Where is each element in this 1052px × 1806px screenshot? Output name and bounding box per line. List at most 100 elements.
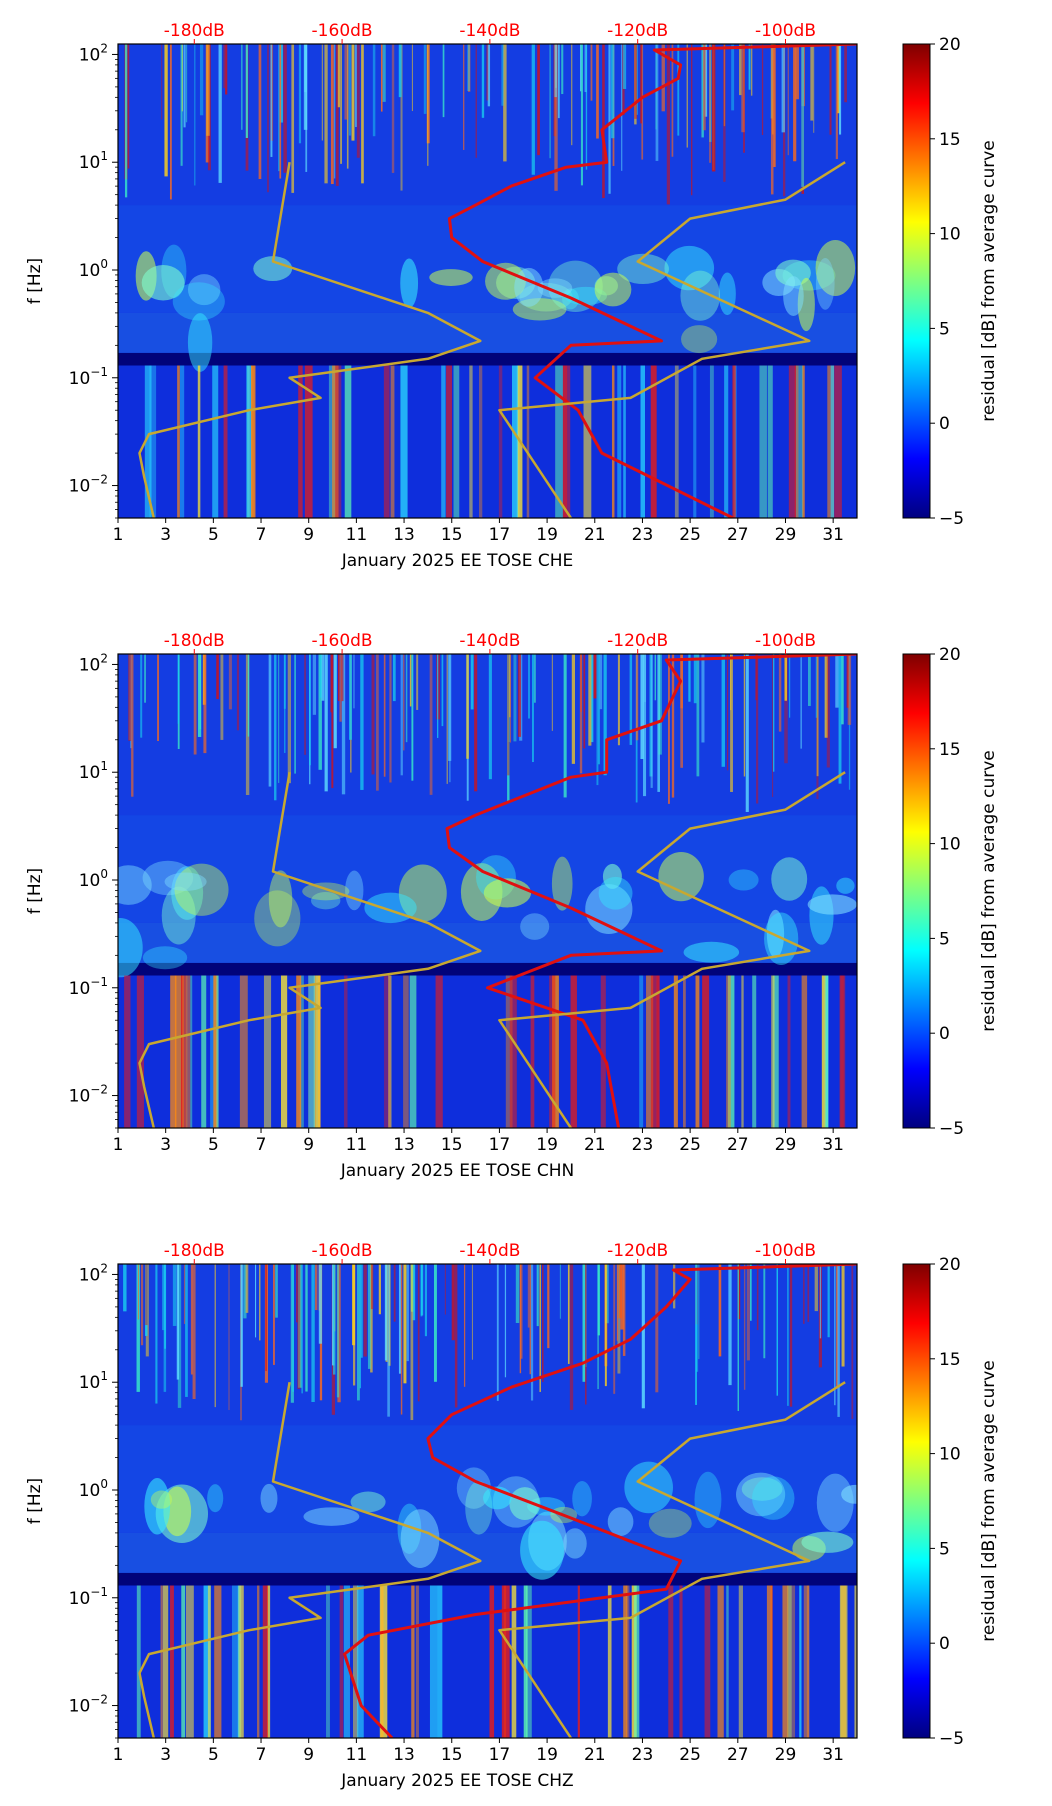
spectral-streak xyxy=(509,654,511,718)
spectral-bar xyxy=(177,365,180,518)
colorbar-tick-label: 15 xyxy=(939,740,961,760)
spectral-streak xyxy=(746,1264,750,1361)
spectral-bar xyxy=(478,365,483,518)
spectral-streak xyxy=(466,654,469,759)
spectral-bar xyxy=(184,975,191,1128)
spectral-bar xyxy=(263,975,272,1128)
spectral-streak xyxy=(318,1264,322,1344)
spectral-streak xyxy=(406,1264,409,1362)
spectral-bar xyxy=(179,365,185,518)
spectral-streak xyxy=(658,654,662,755)
spectral-streak xyxy=(319,654,322,698)
x-tick-label: 1 xyxy=(113,1135,124,1155)
spectral-streak xyxy=(579,654,583,774)
colorbar-tick-label: 5 xyxy=(939,1539,950,1559)
spectral-streak xyxy=(622,1264,626,1356)
spectral-blob xyxy=(801,1531,854,1553)
spectral-streak xyxy=(585,44,588,170)
y-tick-label: 102 xyxy=(79,1261,108,1285)
y-tick-exponent: −2 xyxy=(90,1693,108,1707)
spectral-streak xyxy=(617,654,620,746)
spectral-blob xyxy=(509,1487,541,1521)
spectral-streak xyxy=(265,1264,267,1372)
spectral-bar xyxy=(623,1585,628,1738)
spectral-streak xyxy=(339,654,342,722)
y-tick-base: 10 xyxy=(79,1481,101,1501)
spectral-streak xyxy=(291,44,295,193)
y-tick-exponent: 1 xyxy=(100,149,108,163)
spectral-blob xyxy=(429,269,473,286)
spectral-streak xyxy=(743,654,746,777)
spectral-streak xyxy=(298,44,302,144)
spectral-bar xyxy=(567,365,571,518)
spectral-bar xyxy=(646,975,654,1128)
axes-frame xyxy=(117,653,858,1129)
top-axis-label: -180dB xyxy=(164,21,225,41)
x-tick-label: 31 xyxy=(822,1135,844,1155)
spectral-band xyxy=(118,1572,857,1586)
x-tick-label: 19 xyxy=(536,525,558,545)
spectral-bar xyxy=(839,975,844,1128)
colorbar-tick-label: 0 xyxy=(939,414,950,434)
y-tick-exponent: −2 xyxy=(90,1083,108,1097)
spectral-bar xyxy=(821,975,829,1128)
spectral-streak xyxy=(330,44,334,185)
model-curve xyxy=(138,771,846,1128)
spectral-streak xyxy=(359,1264,361,1389)
spectral-blob xyxy=(172,282,225,321)
spectral-streak xyxy=(331,654,334,789)
spectral-streak xyxy=(723,44,726,182)
spectral-streak xyxy=(673,1264,676,1309)
spectral-blob xyxy=(607,1507,634,1536)
spectral-streak xyxy=(608,44,611,194)
y-tick-label: 10−1 xyxy=(69,365,108,389)
y-tick-label: 10−2 xyxy=(69,1083,108,1107)
spectral-streak xyxy=(258,44,262,180)
spectral-streak xyxy=(296,1264,298,1323)
spectral-bar xyxy=(212,365,219,518)
spectral-streak xyxy=(400,44,403,191)
spectral-streak xyxy=(405,654,408,743)
spectral-bar xyxy=(383,365,390,518)
y-tick-exponent: −1 xyxy=(90,365,108,379)
spectral-bar xyxy=(409,975,417,1128)
x-tick-label: 25 xyxy=(679,1745,701,1765)
colorbar-tick-label: 5 xyxy=(939,319,950,339)
spectral-streak xyxy=(528,654,530,719)
spectral-blob xyxy=(598,876,633,910)
spectral-blob xyxy=(465,1481,493,1535)
x-tick-label: 9 xyxy=(303,1135,314,1155)
spectral-streak xyxy=(357,1264,360,1401)
spectral-streak xyxy=(819,1264,822,1339)
spectral-streak xyxy=(529,1264,532,1375)
top-axis-label: -160dB xyxy=(312,1241,373,1261)
spectral-streak xyxy=(190,1264,193,1375)
spectral-streak xyxy=(411,44,413,112)
spectral-streak xyxy=(702,44,706,131)
spectral-streak xyxy=(448,654,452,761)
y-tick-label: 100 xyxy=(79,1477,108,1501)
spectral-streak xyxy=(236,654,240,731)
spectral-bar xyxy=(626,1585,630,1738)
top-axis-label: -120dB xyxy=(607,631,668,651)
x-tick-label: 21 xyxy=(584,1745,606,1765)
spectral-bar xyxy=(683,975,686,1128)
spectral-band xyxy=(118,962,857,976)
spectral-streak xyxy=(279,44,283,123)
spectral-bar xyxy=(334,365,342,518)
spectral-streak xyxy=(363,1264,367,1357)
spectral-bar xyxy=(136,1585,141,1738)
x-tick-label: 27 xyxy=(727,1135,749,1155)
spectral-bar xyxy=(726,1585,729,1738)
spectral-streak xyxy=(519,1264,522,1374)
spectral-streak xyxy=(635,654,639,741)
spectral-streak xyxy=(287,654,291,784)
spectral-blob xyxy=(364,892,417,924)
spectral-bar xyxy=(549,975,556,1128)
spectral-streak xyxy=(136,1264,140,1392)
spectral-streak xyxy=(337,44,340,108)
spectral-blob xyxy=(144,1478,171,1535)
spectral-bar xyxy=(639,975,644,1128)
spectral-blob xyxy=(594,272,632,307)
